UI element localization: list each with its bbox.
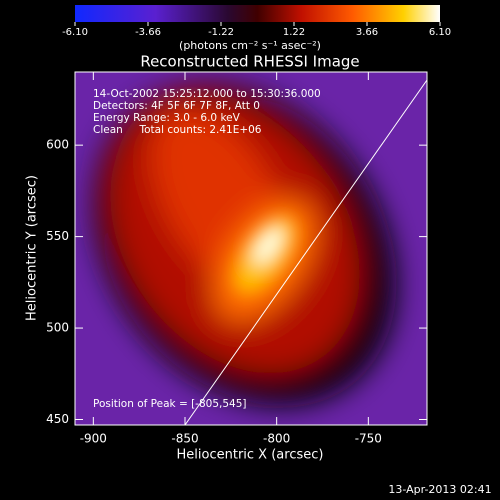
- y-tick-label: 450: [46, 412, 69, 426]
- footer: 13-Apr-2013 02:41: [388, 483, 491, 496]
- colorbar-label: (photons cm⁻² s⁻¹ asec⁻²): [179, 39, 321, 52]
- colorbar-tick-label: 6.10: [429, 27, 451, 38]
- plot-frame: [74, 71, 428, 426]
- x-tick-label: -800: [263, 432, 290, 446]
- chart-title: Reconstructed RHESSI Image: [140, 53, 359, 71]
- colorbar-tick-label: 1.22: [283, 27, 305, 38]
- x-axis-label: Heliocentric X (arcsec): [177, 448, 324, 463]
- colorbar-tick-label: -1.22: [208, 27, 234, 38]
- y-tick-label: 500: [46, 321, 69, 335]
- annotation: Detectors: 4F 5F 6F 7F 8F, Att 0: [93, 100, 260, 112]
- colorbar: [75, 5, 440, 22]
- colorbar-tick-label: -3.66: [135, 27, 161, 38]
- colorbar-tick-label: 3.66: [356, 27, 378, 38]
- annotation: 14-Oct-2002 15:25:12.000 to 15:30:36.000: [93, 88, 321, 100]
- annotation: Energy Range: 3.0 - 6.0 keV: [93, 112, 241, 124]
- y-tick-label: 550: [46, 229, 69, 243]
- y-axis-label: Heliocentric Y (arcsec): [25, 175, 40, 321]
- x-tick-label: -900: [80, 432, 107, 446]
- x-tick-label: -750: [355, 432, 382, 446]
- peak-label: Position of Peak = [-805,545]: [93, 398, 247, 410]
- annotation: Clean Total counts: 2.41E+06: [93, 124, 262, 136]
- colorbar-tick-label: -6.10: [62, 27, 88, 38]
- heatmap-image: [75, 72, 427, 425]
- x-tick-label: -850: [171, 432, 198, 446]
- y-tick-label: 600: [46, 138, 69, 152]
